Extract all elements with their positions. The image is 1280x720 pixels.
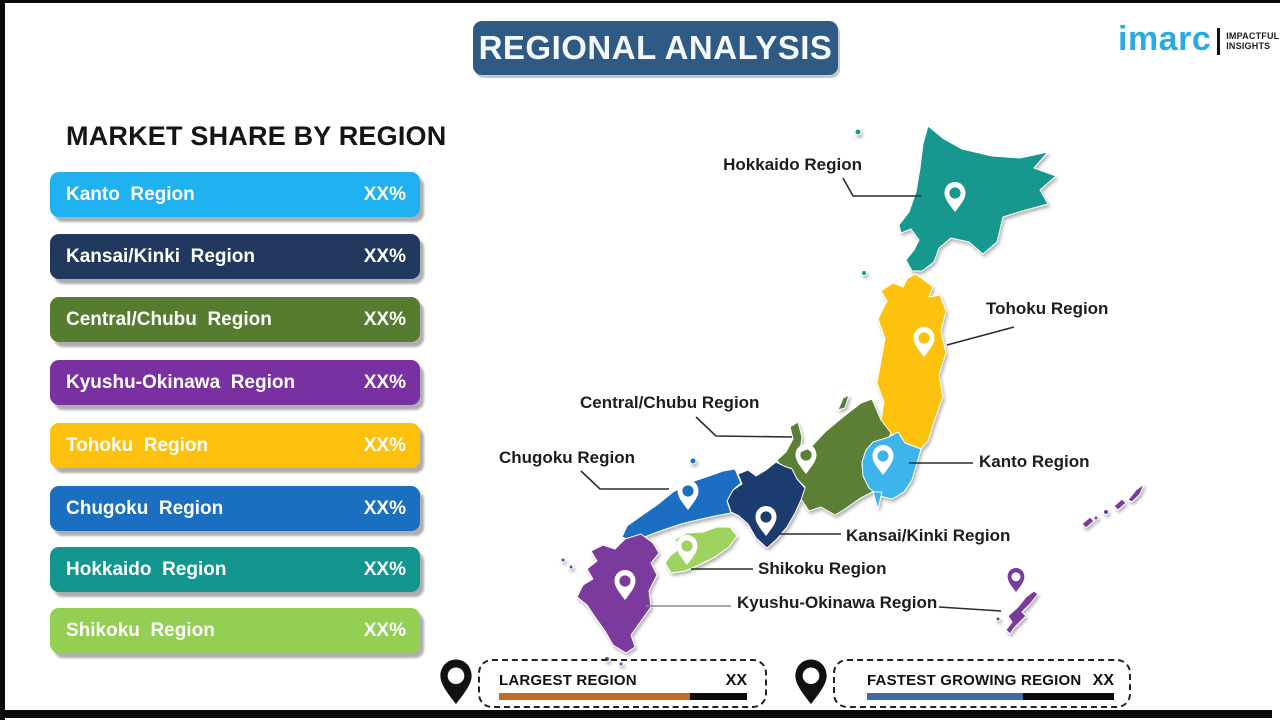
nansei-islet (1093, 515, 1099, 521)
goto-islet (568, 564, 574, 570)
share-bar-label: Central/Chubu Region (66, 308, 272, 330)
share-bar-label: Tohoku Region (66, 434, 209, 456)
share-bar-value: XX% (363, 308, 406, 330)
fastest-growing-label: FASTEST GROWING REGION (867, 672, 1082, 689)
fastest-growing-pin-icon (795, 659, 827, 705)
largest-region-label: LARGEST REGION (499, 672, 637, 689)
share-bar-kyushu-okinawa: Kyushu-Okinawa Region XX% (50, 360, 420, 405)
frame-bottom-border (0, 710, 1272, 718)
share-bar-value: XX% (363, 371, 406, 393)
share-bar-label: Chugoku Region (66, 497, 224, 519)
share-bar-tohoku: Tohoku Region XX% (50, 423, 420, 468)
imarc-logo-tagline: IMPACTFUL INSIGHTS (1226, 31, 1280, 51)
fastest-growing-bar (867, 693, 1114, 700)
nansei-islet (1103, 509, 1109, 515)
shikoku-pin-icon (676, 535, 698, 565)
nansei-island (1127, 483, 1145, 503)
tohoku-pin-icon (913, 327, 935, 357)
share-bar-value: XX% (363, 183, 406, 205)
nansei-island (1113, 498, 1127, 511)
kansai-pin-icon (755, 506, 777, 536)
share-bar-value: XX% (363, 497, 406, 519)
share-bar-kanto: Kanto Region XX% (50, 172, 420, 217)
leader-line-okinawa (938, 606, 1002, 612)
share-bar-shikoku: Shikoku Region XX% (50, 608, 420, 653)
share-bar-label: Kanto Region (66, 183, 195, 205)
okinawa-island (1005, 590, 1039, 635)
share-bar-label: Kansai/Kinki Region (66, 245, 255, 267)
share-bar-value: XX% (363, 619, 406, 641)
page-title-text: REGIONAL ANALYSIS (478, 29, 833, 66)
fastest-growing-legend: FASTEST GROWING REGION XX (833, 659, 1131, 708)
imarc-logo: imarc IMPACTFUL INSIGHTS (1118, 22, 1279, 56)
chugoku-pin-icon (677, 480, 699, 510)
largest-region-bar (499, 693, 747, 700)
map-label-chugoku: Chugoku Region (499, 448, 635, 467)
frame-left-border (0, 0, 5, 720)
kyushu-pin-icon (614, 570, 636, 600)
imarc-logo-divider (1217, 27, 1221, 55)
largest-region-pin-icon (440, 659, 472, 705)
chubu-pin-icon (795, 444, 817, 474)
largest-region-value: XX (725, 672, 747, 689)
share-bar-label: Kyushu-Okinawa Region (66, 371, 296, 393)
share-bar-value: XX% (363, 245, 406, 267)
map-label-tohoku: Tohoku Region (986, 299, 1109, 318)
map-label-shikoku: Shikoku Region (758, 559, 887, 578)
share-bar-value: XX% (363, 558, 406, 580)
izu-peninsula (872, 491, 883, 510)
tohoku-region-shape (876, 273, 947, 450)
imarc-logo-wordmark: imarc (1118, 20, 1212, 58)
hokkaido-islet (854, 128, 862, 136)
share-bar-label: Shikoku Region (66, 619, 215, 641)
kansai-region-shape (726, 461, 806, 549)
okinawa-islet (995, 616, 1001, 622)
japan-map (560, 125, 1145, 667)
share-bar-value: XX% (363, 434, 406, 456)
hokkaido-region-shape (898, 125, 1057, 272)
map-label-kyushu-okinawa: Kyushu-Okinawa Region (737, 593, 938, 612)
map-label-chubu: Central/Chubu Region (580, 393, 760, 412)
share-bar-kansai: Kansai/Kinki Region XX% (50, 234, 420, 279)
kyushu-region-shape (576, 533, 660, 654)
share-bar-chubu: Central/Chubu Region XX% (50, 297, 420, 342)
leader-line-tohoku (946, 326, 1015, 346)
nansei-island (1081, 516, 1095, 529)
share-bar-hokkaido: Hokkaido Region XX% (50, 547, 420, 592)
map-label-kansai: Kansai/Kinki Region (846, 526, 1011, 545)
map-label-kanto: Kanto Region (979, 452, 1090, 471)
frame-top-border (0, 0, 1280, 3)
page-title: REGIONAL ANALYSIS (473, 21, 838, 75)
goto-islet (560, 557, 566, 563)
kanto-pin-icon (872, 445, 894, 475)
sado-island (837, 394, 850, 411)
market-share-heading: MARKET SHARE BY REGION (66, 121, 447, 151)
kyushu-islet (618, 661, 624, 667)
oki-islands (689, 457, 697, 465)
share-bar-label: Hokkaido Region (66, 558, 227, 580)
leader-line-hokkaido (842, 177, 921, 197)
shikoku-region-shape (664, 526, 738, 574)
leader-line-chugoku (580, 470, 669, 490)
fastest-growing-value: XX (1092, 672, 1114, 689)
largest-region-legend: LARGEST REGION XX (478, 659, 767, 708)
leader-line-chubu (695, 416, 793, 438)
okinawa-pin-icon (1007, 568, 1025, 592)
hokkaido-islet (861, 270, 867, 276)
hokkaido-pin-icon (944, 182, 966, 212)
map-label-hokkaido: Hokkaido Region (723, 155, 862, 174)
share-bar-chugoku: Chugoku Region XX% (50, 486, 420, 531)
